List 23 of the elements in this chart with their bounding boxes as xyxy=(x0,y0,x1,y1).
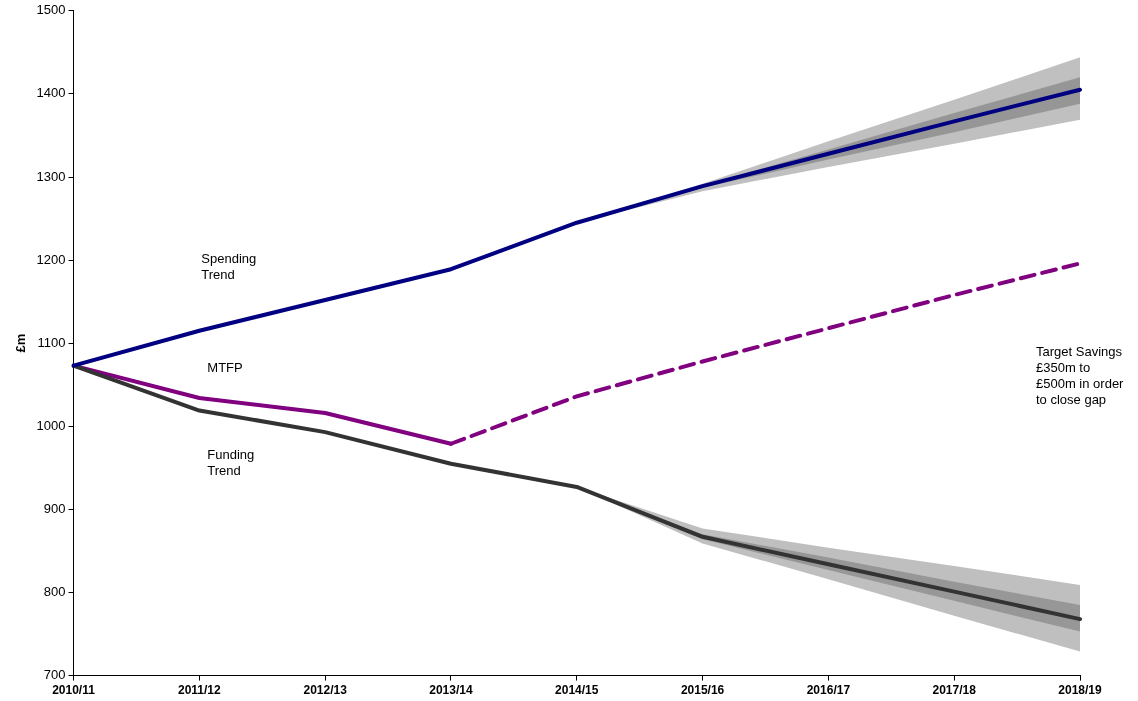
y-axis-title: £m xyxy=(13,333,29,353)
x-tick-label: 2010/11 xyxy=(52,683,96,698)
x-tick-label: 2018/19 xyxy=(1058,683,1103,698)
x-tick-label: 2011/12 xyxy=(177,683,222,698)
y-tick-label: 1000 xyxy=(36,417,66,433)
y-tick-label: 1500 xyxy=(36,2,66,18)
x-tick-label: 2016/17 xyxy=(806,683,851,698)
y-tick-label: 900 xyxy=(43,500,66,516)
y-tick-label: 1300 xyxy=(36,168,66,184)
y-tick-label: 1400 xyxy=(36,85,66,101)
series-label: MTFP xyxy=(207,360,243,376)
x-tick-label: 2012/13 xyxy=(303,683,348,698)
text: Spending Trend xyxy=(201,250,257,282)
y-tick-label: 800 xyxy=(43,584,66,600)
x-tick-label: 2015/16 xyxy=(680,683,725,698)
text: Funding Trend xyxy=(207,446,255,478)
y-tick-label: 700 xyxy=(43,667,66,683)
annotation: Target Savings £350m to £500m in order to close gap xyxy=(1036,344,1125,408)
x-tick-label: 2017/18 xyxy=(932,683,977,698)
y-tick-label: 1100 xyxy=(37,334,66,350)
x-tick-label: 2014/15 xyxy=(555,683,599,698)
x-tick-label: 2013/14 xyxy=(429,683,473,698)
y-tick-label: 1200 xyxy=(36,251,66,267)
